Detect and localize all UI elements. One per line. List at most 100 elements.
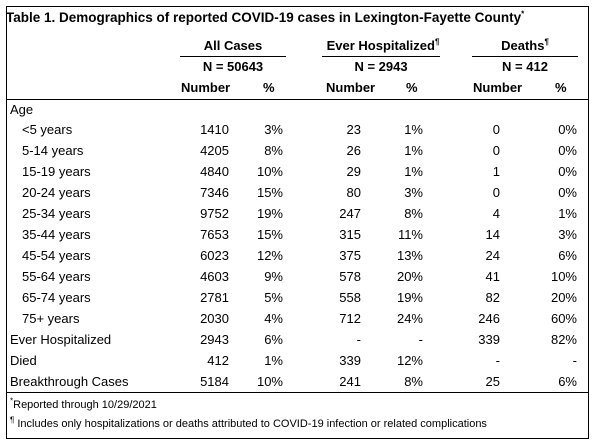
row-label: <5 years bbox=[22, 122, 73, 137]
cell-number: 41 bbox=[485, 269, 500, 284]
group-n-ever-hospitalized: N = 2943 bbox=[354, 59, 408, 74]
group-rule-ever-hospitalized bbox=[322, 56, 440, 57]
cell-percent: 19% bbox=[396, 290, 423, 305]
table-row: Died 412 1% 339 12% - - bbox=[0, 351, 607, 372]
cell-number: 5184 bbox=[200, 374, 229, 389]
cell-percent: 0% bbox=[558, 143, 577, 158]
title-footnote-mark: * bbox=[521, 9, 525, 19]
cell-percent: 6% bbox=[558, 248, 577, 263]
cell-number: 246 bbox=[478, 311, 500, 326]
col-header-number: Number bbox=[181, 80, 231, 95]
cell-percent: 13% bbox=[396, 248, 423, 263]
table-row: 75+ years 2030 4% 712 24% 246 60% bbox=[0, 309, 607, 330]
cell-percent: 15% bbox=[256, 227, 283, 242]
cell-number: 241 bbox=[339, 374, 361, 389]
cell-percent: 9% bbox=[264, 269, 283, 284]
row-label: 65-74 years bbox=[22, 290, 91, 305]
group-rule-all-cases bbox=[180, 56, 286, 57]
cell-percent: 3% bbox=[264, 122, 283, 137]
col-header-percent: % bbox=[406, 80, 418, 95]
group-header-deaths: Deaths¶ bbox=[501, 37, 549, 53]
section-label: Age bbox=[10, 102, 34, 117]
cell-number: 4 bbox=[492, 206, 500, 221]
col-header-percent: % bbox=[555, 80, 567, 95]
group-n-deaths: N = 412 bbox=[502, 59, 548, 74]
group-rule-deaths bbox=[472, 56, 578, 57]
cell-percent: 12% bbox=[256, 248, 283, 263]
cell-number: 4603 bbox=[200, 269, 229, 284]
col-header-number: Number bbox=[326, 80, 376, 95]
cell-number: 0 bbox=[492, 143, 500, 158]
cell-percent: 0% bbox=[558, 122, 577, 137]
cell-percent: 24% bbox=[396, 311, 423, 326]
row-label: Died bbox=[10, 353, 37, 368]
cell-number: 339 bbox=[339, 353, 361, 368]
cell-percent: 10% bbox=[256, 374, 283, 389]
table-row: 5-14 years 4205 8% 26 1% 0 0% bbox=[0, 141, 607, 162]
cell-percent: 8% bbox=[264, 143, 283, 158]
cell-percent: 19% bbox=[256, 206, 283, 221]
section-row-age: Age bbox=[0, 100, 607, 121]
cell-percent: 11% bbox=[397, 227, 423, 242]
cell-percent: 10% bbox=[256, 164, 283, 179]
footnote: ¶ Includes only hospitalizations or deat… bbox=[10, 415, 487, 430]
cell-percent: 3% bbox=[404, 185, 423, 200]
cell-percent: 8% bbox=[404, 206, 423, 221]
table-row: 15-19 years 4840 10% 29 1% 1 0% bbox=[0, 162, 607, 183]
table-row: 35-44 years 7653 15% 315 11% 14 3% bbox=[0, 225, 607, 246]
cell-percent: 20% bbox=[396, 269, 423, 284]
cell-number: 4205 bbox=[200, 143, 229, 158]
table-row: 45-54 years 6023 12% 375 13% 24 6% bbox=[0, 246, 607, 267]
row-label: 55-64 years bbox=[22, 269, 91, 284]
cell-number: 23 bbox=[346, 122, 361, 137]
cell-number: 82 bbox=[485, 290, 500, 305]
cell-percent: 1% bbox=[404, 122, 423, 137]
col-header-number: Number bbox=[473, 80, 523, 95]
cell-number: 247 bbox=[339, 206, 361, 221]
table-row: 65-74 years 2781 5% 558 19% 82 20% bbox=[0, 288, 607, 309]
cell-number: 2943 bbox=[200, 332, 229, 347]
group-header-all-cases: All Cases bbox=[203, 38, 263, 53]
cell-percent: 15% bbox=[256, 185, 283, 200]
cell-percent: 12% bbox=[396, 353, 423, 368]
table-row: Breakthrough Cases 5184 10% 241 8% 25 6% bbox=[0, 372, 607, 393]
cell-percent: 8% bbox=[404, 374, 423, 389]
cell-percent: 0% bbox=[558, 185, 577, 200]
row-label: 35-44 years bbox=[22, 227, 91, 242]
cell-number: 375 bbox=[339, 248, 361, 263]
cell-percent: 1% bbox=[558, 206, 577, 221]
table-title: Table 1. Demographics of reported COVID-… bbox=[6, 9, 525, 25]
table-row: 20-24 years 7346 15% 80 3% 0 0% bbox=[0, 183, 607, 204]
cell-percent: 1% bbox=[404, 143, 423, 158]
cell-number: 1410 bbox=[200, 122, 229, 137]
cell-number: 558 bbox=[339, 290, 361, 305]
header-rule bbox=[6, 99, 589, 100]
row-label: 20-24 years bbox=[22, 185, 91, 200]
footnote: *Reported through 10/29/2021 bbox=[10, 396, 157, 411]
cell-percent: - bbox=[572, 353, 577, 368]
cell-percent: 1% bbox=[404, 164, 423, 179]
cell-number: 29 bbox=[346, 164, 361, 179]
cell-percent: 0% bbox=[558, 164, 577, 179]
group-n-all-cases: N = 50643 bbox=[202, 59, 264, 74]
cell-percent: 10% bbox=[550, 269, 577, 284]
row-label: 5-14 years bbox=[22, 143, 84, 158]
cell-number: 24 bbox=[485, 248, 500, 263]
cell-number: 1 bbox=[492, 164, 500, 179]
cell-number: 14 bbox=[485, 227, 500, 242]
cell-percent: 1% bbox=[264, 353, 283, 368]
table-row: Ever Hospitalized 2943 6% - - 339 82% bbox=[0, 330, 607, 351]
cell-number: 2030 bbox=[200, 311, 229, 326]
cell-number: 26 bbox=[346, 143, 361, 158]
cell-percent: 6% bbox=[264, 332, 283, 347]
cell-number: 25 bbox=[485, 374, 500, 389]
cell-percent: 20% bbox=[550, 290, 577, 305]
cell-number: - bbox=[495, 353, 500, 368]
footer-rule bbox=[6, 392, 589, 393]
cell-number: 7653 bbox=[200, 227, 229, 242]
row-label: 45-54 years bbox=[22, 248, 91, 263]
table-frame bbox=[6, 6, 589, 439]
cell-number: 2781 bbox=[200, 290, 229, 305]
cell-number: 0 bbox=[492, 185, 500, 200]
cell-number: 712 bbox=[339, 311, 361, 326]
